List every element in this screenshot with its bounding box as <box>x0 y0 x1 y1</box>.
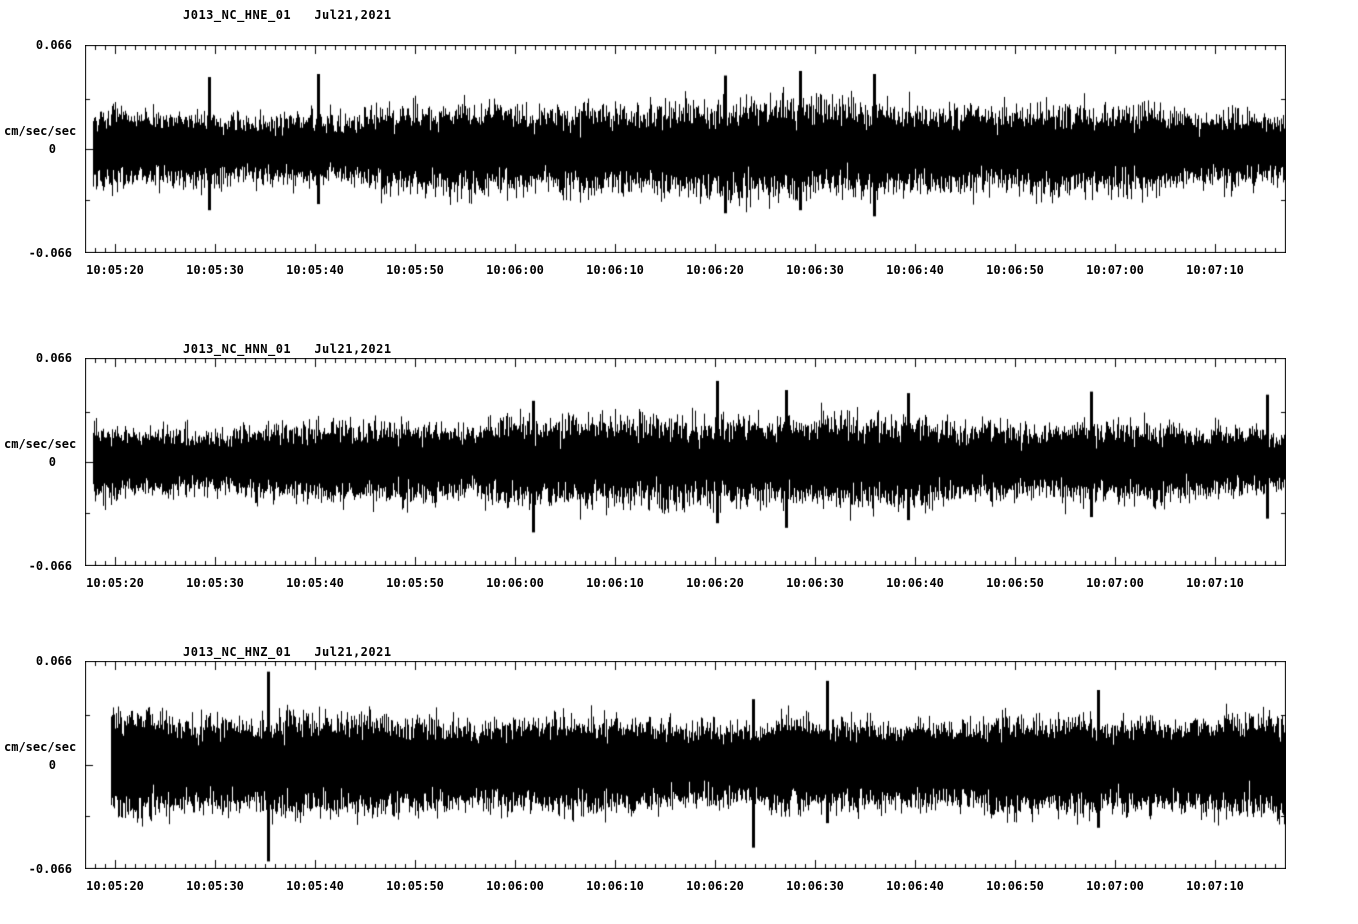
x-tick-label: 10:06:30 <box>786 576 844 590</box>
x-tick-label: 10:07:00 <box>1086 576 1144 590</box>
x-tick-label: 10:06:40 <box>886 879 944 893</box>
waveform-panel-hnz: J013_NC_HNZ_01 Jul21,2021 0.066 cm/sec/s… <box>0 624 1358 924</box>
x-tick-label: 10:05:30 <box>186 263 244 277</box>
x-tick-label: 10:05:40 <box>286 576 344 590</box>
y-tick-label-min: -0.066 <box>28 246 72 260</box>
x-tick-label: 10:06:00 <box>486 879 544 893</box>
x-tick-labels-row: 10:05:20 10:05:30 10:05:40 10:05:50 10:06:00… <box>0 879 1358 895</box>
trace-title: J013_NC_HNN_01 Jul21,2021 <box>183 342 392 356</box>
x-tick-label: 10:06:20 <box>686 576 744 590</box>
x-tick-label: 10:07:10 <box>1186 879 1244 893</box>
x-tick-label: 10:07:00 <box>1086 879 1144 893</box>
x-tick-label: 10:06:30 <box>786 879 844 893</box>
y-tick-label-zero: 0 <box>48 142 56 156</box>
x-tick-label: 10:06:10 <box>586 263 644 277</box>
x-tick-label: 10:07:10 <box>1186 263 1244 277</box>
x-tick-label: 10:06:50 <box>986 879 1044 893</box>
y-axis-unit-label: cm/sec/sec <box>4 437 77 451</box>
x-tick-label: 10:05:40 <box>286 263 344 277</box>
x-tick-label: 10:05:30 <box>186 576 244 590</box>
x-tick-label: 10:05:20 <box>86 576 144 590</box>
x-tick-label: 10:05:20 <box>86 879 144 893</box>
x-tick-label: 10:06:50 <box>986 576 1044 590</box>
y-tick-label-zero: 0 <box>48 758 56 772</box>
y-tick-label-max: 0.066 <box>35 351 72 365</box>
x-tick-label: 10:06:20 <box>686 879 744 893</box>
y-axis-unit-label: cm/sec/sec <box>4 740 77 754</box>
x-tick-label: 10:06:30 <box>786 263 844 277</box>
x-tick-label: 10:06:40 <box>886 576 944 590</box>
x-tick-label: 10:07:10 <box>1186 576 1244 590</box>
waveform-plot-canvas <box>85 358 1286 566</box>
y-tick-label-max: 0.066 <box>35 38 72 52</box>
x-tick-label: 10:06:20 <box>686 263 744 277</box>
waveform-plot-canvas <box>85 661 1286 869</box>
x-tick-label: 10:07:00 <box>1086 263 1144 277</box>
x-tick-label: 10:05:50 <box>386 879 444 893</box>
waveform-panel-hne: J013_NC_HNE_01 Jul21,2021 0.066 cm/sec/s… <box>0 8 1358 308</box>
trace-title: J013_NC_HNZ_01 Jul21,2021 <box>183 645 392 659</box>
y-axis-unit-label: cm/sec/sec <box>4 124 77 138</box>
waveform-panel-hnn: J013_NC_HNN_01 Jul21,2021 0.066 cm/sec/s… <box>0 321 1358 621</box>
y-tick-label-min: -0.066 <box>28 559 72 573</box>
x-tick-label: 10:06:40 <box>886 263 944 277</box>
x-tick-labels-row: 10:05:20 10:05:30 10:05:40 10:05:50 10:06:00… <box>0 263 1358 279</box>
x-tick-label: 10:05:20 <box>86 263 144 277</box>
x-tick-label: 10:06:00 <box>486 576 544 590</box>
x-tick-label: 10:06:50 <box>986 263 1044 277</box>
x-tick-label: 10:06:00 <box>486 263 544 277</box>
trace-title: J013_NC_HNE_01 Jul21,2021 <box>183 8 392 22</box>
x-tick-label: 10:05:50 <box>386 263 444 277</box>
x-tick-label: 10:06:10 <box>586 879 644 893</box>
x-tick-label: 10:05:30 <box>186 879 244 893</box>
x-tick-label: 10:05:40 <box>286 879 344 893</box>
y-tick-label-max: 0.066 <box>35 654 72 668</box>
waveform-plot-canvas <box>85 45 1286 253</box>
x-tick-labels-row: 10:05:20 10:05:30 10:05:40 10:05:50 10:06:00… <box>0 576 1358 592</box>
x-tick-label: 10:06:10 <box>586 576 644 590</box>
y-tick-label-min: -0.066 <box>28 862 72 876</box>
y-tick-label-zero: 0 <box>48 455 56 469</box>
x-tick-label: 10:05:50 <box>386 576 444 590</box>
